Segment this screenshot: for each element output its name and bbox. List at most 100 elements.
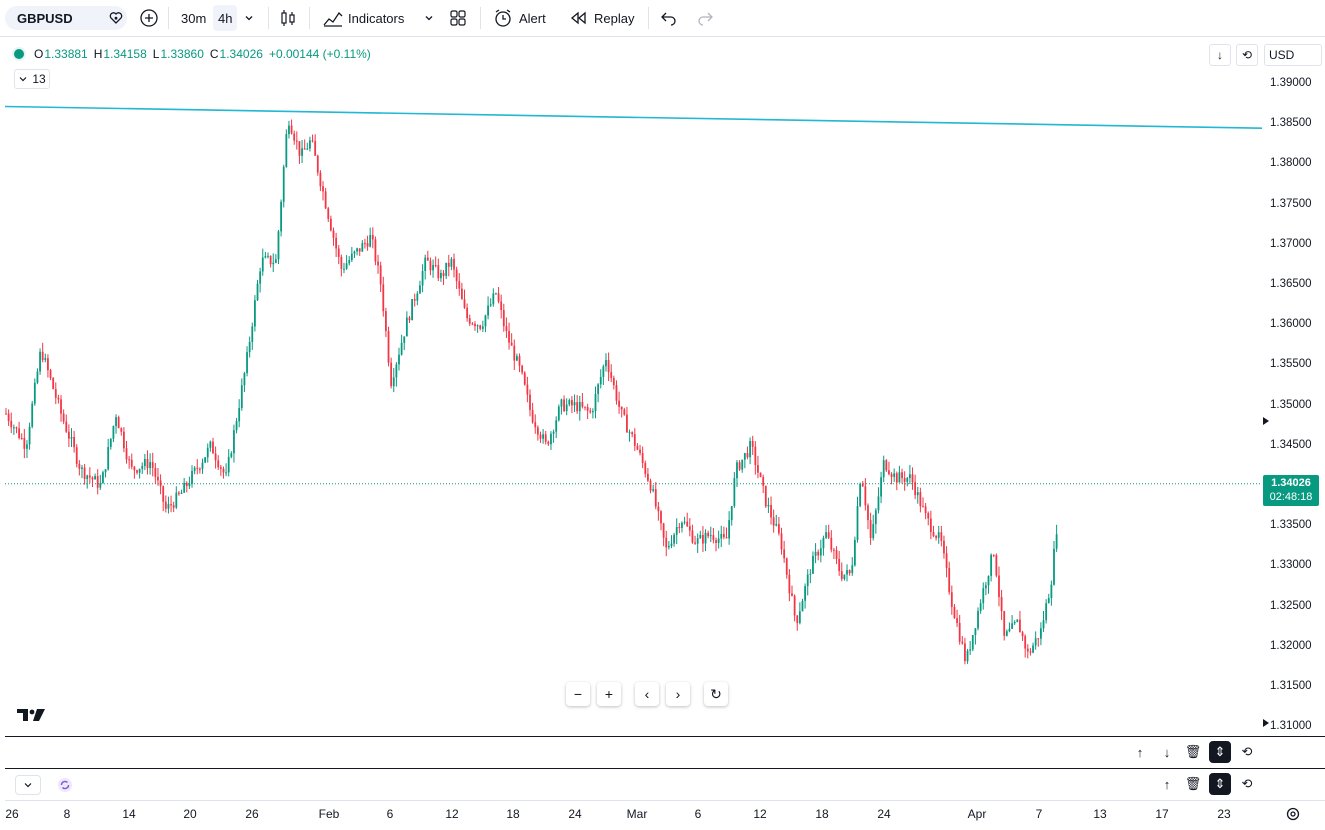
candle-body [869, 520, 872, 539]
close-key: C [209, 47, 219, 61]
scroll-down-button[interactable]: ↓ [1209, 44, 1231, 66]
candle-body [597, 384, 600, 394]
candle-body [26, 444, 28, 449]
undo-icon[interactable] [660, 9, 678, 27]
candle-body [969, 649, 972, 651]
indicators-icon[interactable] [322, 8, 344, 28]
candle-body [327, 208, 330, 219]
compare-add-icon[interactable] [139, 8, 159, 28]
candle-body [536, 427, 539, 435]
pane-separator[interactable] [5, 768, 1325, 769]
low-key: L [152, 47, 160, 61]
price-chart[interactable] [0, 38, 1262, 738]
chevron-down-icon[interactable] [423, 12, 435, 24]
pane-delete-button[interactable]: 🗑 [1182, 741, 1204, 763]
candle-body [390, 362, 393, 387]
candle-body [812, 555, 814, 574]
replay-button[interactable]: Replay [594, 10, 635, 26]
candle-body [109, 438, 112, 447]
candle-body [419, 285, 421, 294]
candle-body [225, 472, 227, 474]
candle-body [440, 272, 442, 279]
candle-body [332, 230, 335, 238]
zoom-in-button[interactable]: + [597, 682, 621, 706]
watchlist-heart-icon[interactable] [108, 10, 124, 26]
candle-body [859, 484, 862, 507]
candle-body [906, 478, 909, 482]
pane-expand-button[interactable] [15, 775, 41, 795]
refresh-indicator-icon[interactable] [57, 777, 73, 793]
candle-body [288, 125, 290, 135]
pane-up-button[interactable]: ↑ [1156, 773, 1178, 795]
candles-chart-type-icon[interactable] [278, 7, 298, 29]
scroll-right-button[interactable]: › [666, 682, 690, 706]
pane-up-button[interactable]: ↑ [1129, 741, 1151, 763]
candle-body [136, 470, 138, 473]
candle-body [392, 377, 395, 387]
candle-body [117, 417, 120, 429]
candle-body [838, 558, 841, 572]
candle-body [81, 467, 83, 469]
pane-maximize-button[interactable]: ⇕ [1209, 741, 1231, 763]
settings-gear-icon[interactable] [1285, 806, 1301, 822]
candle-body [552, 431, 555, 434]
candle-body [476, 325, 479, 327]
reset-chart-button[interactable]: ↻ [704, 682, 728, 706]
indicators-button[interactable]: Indicators [348, 10, 405, 26]
candle-body [432, 265, 434, 271]
candle-body [151, 462, 154, 468]
candle-body [445, 262, 448, 277]
zoom-out-button[interactable]: − [566, 682, 590, 706]
candle-body [544, 434, 547, 442]
candle-body [73, 437, 76, 448]
candle-body [982, 588, 985, 604]
candle-body [293, 133, 296, 141]
candle-body [764, 485, 767, 507]
candle-body [88, 475, 91, 478]
price-tick-label: 1.31500 [1270, 680, 1312, 692]
candle-body [460, 288, 463, 300]
candle-body [411, 299, 413, 321]
currency-select[interactable]: USD [1264, 44, 1322, 66]
redo-icon[interactable] [696, 9, 714, 27]
pane-maximize-button[interactable]: ⇕ [1209, 773, 1231, 795]
candle-body [1029, 651, 1032, 653]
candle-body [125, 448, 128, 460]
candle-body [733, 478, 736, 507]
candle-body [964, 643, 966, 662]
candle-body [775, 524, 778, 526]
symbol-search-button[interactable]: GBPUSD [5, 6, 127, 30]
candle-body [602, 366, 605, 377]
candle-body [717, 538, 720, 543]
candle-body [565, 404, 568, 412]
pane-down-button[interactable]: ↓ [1156, 741, 1178, 763]
alert-button[interactable]: Alert [519, 10, 546, 26]
candle-body [715, 540, 717, 543]
candle-body [550, 433, 552, 445]
chevron-down-icon[interactable] [243, 12, 255, 24]
candle-body [267, 255, 269, 257]
price-tick-label: 1.38500 [1270, 117, 1312, 130]
candle-body [204, 457, 207, 463]
candle-body [505, 326, 508, 332]
pane-delete-button[interactable]: 🗑 [1182, 773, 1204, 795]
alert-clock-icon[interactable] [492, 7, 514, 29]
candle-body [382, 284, 385, 312]
pane-collapse-button[interactable]: ⟲ [1236, 741, 1258, 763]
layouts-grid-icon[interactable] [448, 8, 468, 28]
pane-separator[interactable] [5, 736, 1325, 737]
ohlc-legend: O 1.33881 H 1.34158 L 1.33860 C 1.34026 +0.0… [14, 47, 377, 61]
indicators-collapse-button[interactable]: 13 [14, 69, 50, 89]
scroll-left-button[interactable]: ‹ [635, 682, 659, 706]
candle-body [183, 482, 186, 493]
candle-body [319, 172, 322, 187]
candle-body [633, 434, 636, 446]
interval-4h-button[interactable]: 4h [218, 10, 233, 26]
replay-icon[interactable] [569, 10, 587, 26]
candle-body [563, 399, 565, 412]
candle-body [385, 311, 387, 332]
interval-30m-button[interactable]: 30m [181, 10, 207, 26]
sync-button[interactable]: ⟲ [1236, 44, 1258, 66]
pane-collapse-button[interactable]: ⟲ [1236, 773, 1258, 795]
candle-body [974, 628, 977, 636]
